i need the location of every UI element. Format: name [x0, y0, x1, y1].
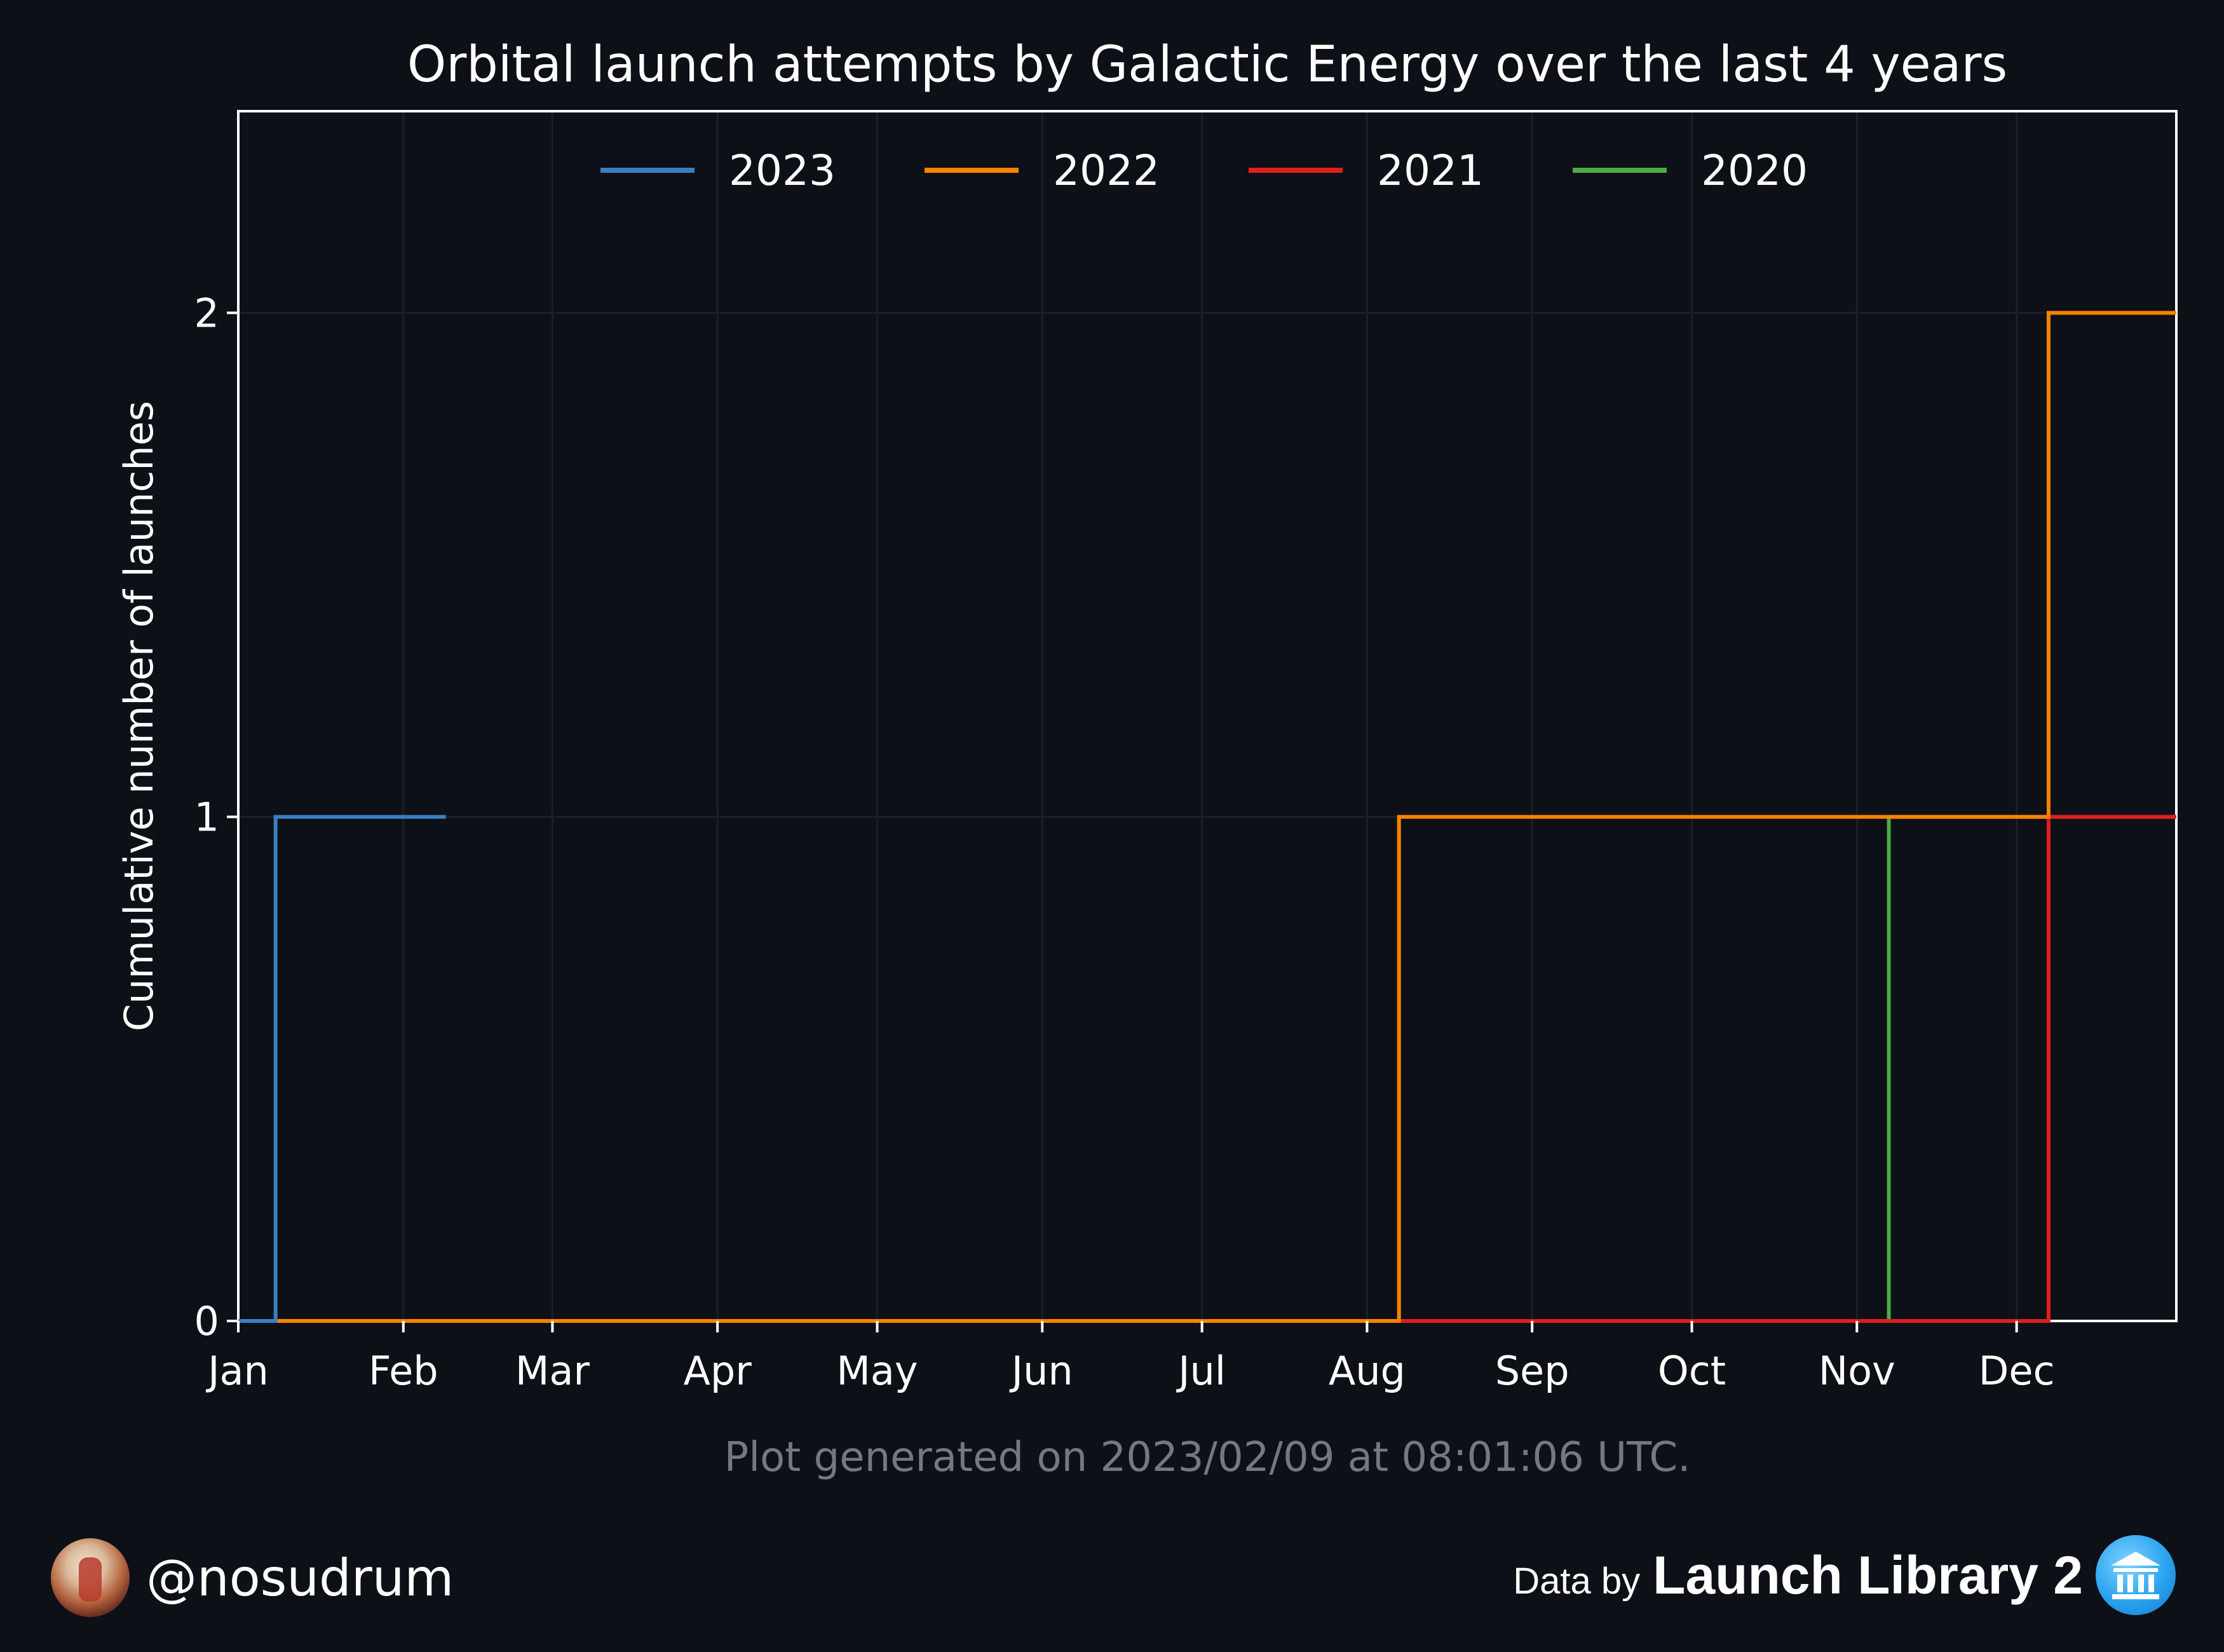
x-tick-label-feb: Feb [369, 1348, 438, 1394]
source-block: Data by Launch Library 2 [1513, 1534, 2176, 1616]
series-layer [238, 311, 2176, 1323]
legend-label-2020: 2020 [1701, 146, 1808, 195]
x-tick-label-aug: Aug [1329, 1348, 1406, 1394]
data-by-label: Data by [1513, 1560, 1641, 1602]
x-tick-label-oct: Oct [1658, 1348, 1726, 1394]
x-tick-label-apr: Apr [683, 1348, 752, 1394]
x-tick-label-jan: Jan [205, 1348, 269, 1394]
x-tick-label-mar: Mar [515, 1348, 590, 1394]
series-line-2021 [238, 815, 2176, 1323]
series-line-2020 [238, 815, 2176, 1323]
x-tick-label-may: May [836, 1348, 918, 1394]
series-line-2022 [238, 311, 2176, 1323]
museum-icon [2096, 1535, 2176, 1615]
author-block: @nosudrum [51, 1536, 454, 1619]
plot-frame [237, 110, 2178, 1322]
legend-label-2023: 2023 [729, 146, 836, 195]
x-tick-label-jun: Jun [1009, 1348, 1073, 1394]
x-tick-label-nov: Nov [1819, 1348, 1895, 1394]
y-tick-label-2: 2 [194, 290, 219, 336]
chart-title: Orbital launch attempts by Galactic Ener… [407, 36, 2007, 93]
x-tick-label-jul: Jul [1176, 1348, 1226, 1394]
avatar [51, 1538, 130, 1617]
y-tick-label-1: 1 [194, 794, 219, 841]
x-tick-label-dec: Dec [1979, 1348, 2055, 1394]
x-tick-label-sep: Sep [1495, 1348, 1570, 1394]
legend-label-2021: 2021 [1377, 146, 1484, 195]
y-axis-label: Cumulative number of launches [116, 401, 162, 1031]
y-tick-label-0: 0 [194, 1298, 219, 1344]
generated-note: Plot generated on 2023/02/09 at 08:01:06… [724, 1434, 1691, 1481]
legend: 2023 2022 2021 2020 [600, 146, 1808, 195]
museum-icon-glyph [2111, 1552, 2160, 1599]
source-name: Launch Library 2 [1653, 1545, 2083, 1605]
axis-layer: Jan Feb Mar Apr May Jun Jul Aug Sep Oct Nov Dec 0 1 2 [194, 290, 2055, 1394]
legend-label-2022: 2022 [1053, 146, 1160, 195]
gridlines [238, 111, 2176, 1321]
author-handle: @nosudrum [146, 1548, 454, 1608]
series-line-2023 [238, 815, 446, 1323]
